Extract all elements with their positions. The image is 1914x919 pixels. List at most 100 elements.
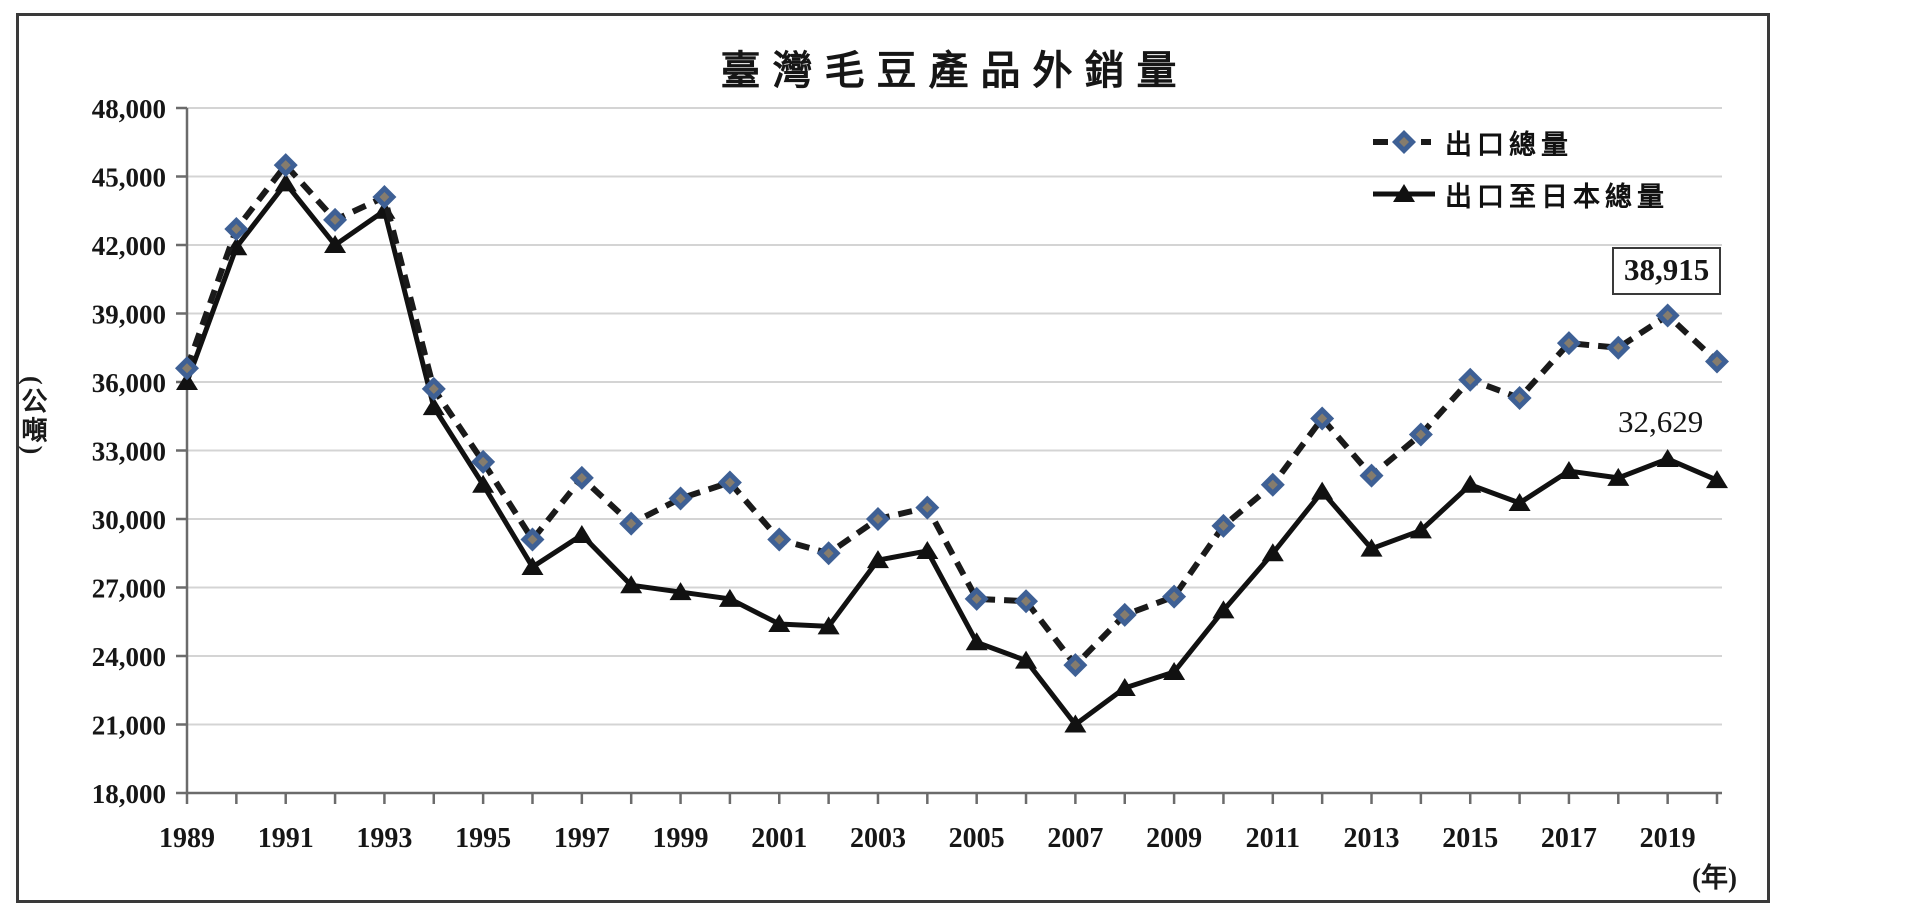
y-tick-label: 39,000 <box>92 300 166 330</box>
y-tick-label: 24,000 <box>92 642 166 672</box>
diamond-marker-center <box>1317 413 1328 424</box>
triangle-marker <box>1557 461 1580 480</box>
x-tick-label: 1995 <box>455 823 511 854</box>
diamond-marker-center <box>182 363 192 374</box>
triangle-marker <box>1163 661 1186 680</box>
x-tick-label: 1993 <box>356 823 412 854</box>
legend-label-total-export: 出口總量 <box>1445 129 1573 160</box>
legend-item-total-export: 出口總量 <box>1373 116 1669 168</box>
diamond-marker-center <box>280 160 291 171</box>
diamond-marker-center <box>478 456 489 467</box>
triangle-marker <box>1212 600 1235 619</box>
diamond-marker-center <box>379 192 390 203</box>
triangle-marker <box>916 540 939 559</box>
triangle-marker <box>274 173 297 192</box>
diamond-marker-center <box>1712 356 1722 367</box>
y-tick-label: 18,000 <box>92 779 166 809</box>
diamond-marker-center <box>1021 596 1032 607</box>
y-tick-label: 33,000 <box>92 437 166 467</box>
diamond-marker-center <box>774 534 785 545</box>
triangle-marker <box>1064 714 1087 733</box>
x-tick-label: 2017 <box>1541 823 1597 854</box>
triangle-marker <box>620 575 643 594</box>
triangle-marker <box>521 556 544 575</box>
x-tick-label: 1989 <box>159 823 215 854</box>
diamond-marker-center <box>922 502 933 513</box>
y-tick-label: 27,000 <box>92 574 166 604</box>
y-tick-label: 36,000 <box>92 368 166 398</box>
triangle-marker <box>1360 538 1383 557</box>
x-axis-unit-label: (年) <box>1692 863 1737 893</box>
diamond-marker-center <box>1366 470 1377 481</box>
diamond-marker-center <box>428 383 439 394</box>
diamond-marker-center <box>330 214 341 225</box>
x-tick-label: 2013 <box>1344 823 1400 854</box>
triangle-marker <box>965 632 988 651</box>
x-tick-label: 1997 <box>554 823 610 854</box>
diamond-marker-center <box>1218 520 1229 531</box>
x-tick-label: 2003 <box>850 823 906 854</box>
chart-title: 臺灣毛豆產品外銷量 <box>720 48 1189 93</box>
triangle-marker <box>1508 493 1531 512</box>
triangle-marker <box>1607 467 1630 486</box>
x-tick-label: 2019 <box>1640 823 1696 854</box>
diamond-marker-center <box>724 477 735 488</box>
diamond-marker-center <box>231 224 242 235</box>
legend-label-japan-export: 出口至日本總量 <box>1445 181 1669 212</box>
diamond-marker-center <box>1613 342 1624 353</box>
triangle-marker <box>1113 677 1136 696</box>
triangle-marker <box>718 588 741 607</box>
x-tick-label: 1991 <box>258 823 314 854</box>
diamond-marker-center <box>1415 429 1426 440</box>
x-tick-label: 2005 <box>949 823 1005 854</box>
diamond-marker-center <box>1119 609 1130 620</box>
triangle-marker <box>1015 650 1038 669</box>
triangle-marker <box>1311 481 1334 500</box>
triangle-marker <box>669 582 692 601</box>
triangle-marker <box>1261 543 1284 562</box>
triangle-marker <box>1409 520 1432 539</box>
triangle-marker <box>1706 470 1728 489</box>
triangle-marker <box>324 235 347 253</box>
y-tick-label: 30,000 <box>92 505 166 535</box>
solid-line-triangle-legend-icon <box>1373 184 1435 202</box>
legend: 出口總量 出口至日本總量 <box>1373 116 1669 220</box>
triangle-marker <box>768 614 791 633</box>
diamond-marker-center <box>1267 479 1278 490</box>
diamond-marker-center <box>576 472 587 483</box>
y-tick-label: 45,000 <box>92 163 166 193</box>
diamond-marker-center <box>1169 591 1180 602</box>
triangle-marker <box>176 372 198 390</box>
y-tick-label: 48,000 <box>92 94 166 124</box>
diamond-marker-center <box>1563 338 1574 349</box>
diamond-marker-center <box>527 534 538 545</box>
triangle-marker <box>1459 474 1482 493</box>
diamond-marker-center <box>1514 392 1525 403</box>
x-tick-label: 2015 <box>1442 823 1498 854</box>
x-tick-label: 2011 <box>1246 823 1300 854</box>
x-tick-label: 2007 <box>1047 823 1103 854</box>
triangle-marker <box>570 524 593 543</box>
japan-export-line <box>184 179 1718 728</box>
dashed-line-diamond-legend-icon <box>1373 130 1431 154</box>
y-tick-label: 42,000 <box>92 231 166 261</box>
diamond-marker-center <box>872 514 883 524</box>
diamond-marker-center <box>1070 660 1081 671</box>
data-label-total-2019: 38,915 <box>1612 247 1722 295</box>
triangle-marker <box>817 616 840 635</box>
triangle-marker <box>422 397 445 416</box>
data-label-japan-2019: 32,629 <box>1618 404 1704 439</box>
x-tick-label: 2009 <box>1146 823 1202 854</box>
y-tick-label: 21,000 <box>92 711 166 741</box>
x-tick-label: 2001 <box>751 823 807 854</box>
diamond-marker-center <box>1465 374 1476 385</box>
legend-item-japan-export: 出口至日本總量 <box>1373 168 1669 220</box>
triangle-marker <box>1656 448 1679 467</box>
chart-border <box>16 13 1770 903</box>
diamond-marker-center <box>971 593 982 604</box>
triangle-marker <box>866 550 889 569</box>
triangle-marker <box>472 474 495 493</box>
diamond-marker-center <box>1662 310 1673 321</box>
diamond-marker-center <box>626 518 637 529</box>
